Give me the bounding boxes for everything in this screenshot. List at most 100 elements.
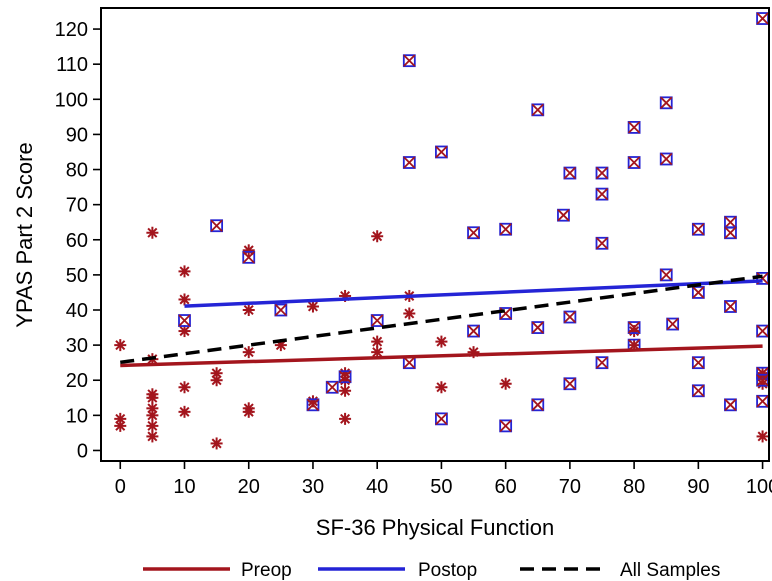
y-tick-label: 100 (55, 89, 88, 111)
preop-point (146, 409, 159, 422)
y-tick-label: 110 (56, 54, 88, 76)
x-axis-title: SF-36 Physical Function (316, 515, 554, 540)
y-tick-label: 30 (66, 335, 88, 357)
y-tick-label: 10 (66, 405, 88, 427)
postop-point (724, 300, 737, 313)
postop-point (691, 384, 705, 398)
postop-point (756, 324, 769, 338)
postop-point (402, 156, 416, 169)
x-tick-label: 90 (687, 476, 709, 498)
preop-point (435, 335, 448, 348)
postop-point (666, 317, 680, 331)
preop-point (146, 226, 159, 239)
postop-point (595, 236, 609, 250)
preop-point (371, 335, 384, 348)
preop-point (756, 430, 769, 443)
preop-point (435, 381, 448, 394)
x-axis: 0 10 20 30 40 50 60 70 80 90 100 (115, 461, 772, 498)
postop-point (595, 356, 609, 370)
y-tick-label: 50 (66, 265, 88, 287)
preop-point (178, 293, 191, 306)
preop-point (210, 374, 223, 387)
postop-point (435, 412, 448, 426)
x-tick-label: 70 (559, 476, 581, 498)
postop-point (724, 215, 737, 229)
preop-point (178, 405, 191, 418)
preop-point (146, 430, 159, 443)
y-tick-label: 70 (66, 195, 88, 217)
x-tick-label: 100 (746, 476, 772, 498)
x-tick-label: 20 (238, 476, 260, 498)
y-tick-label: 60 (66, 230, 88, 252)
postop-point (499, 222, 513, 236)
preop-point (339, 384, 352, 397)
preop-point (242, 244, 255, 257)
postop-point (274, 303, 288, 317)
preop-point (114, 339, 127, 352)
postop-point (338, 370, 352, 384)
preop-point (178, 325, 191, 338)
x-tick-label: 60 (495, 476, 517, 498)
preop-point (499, 377, 512, 390)
preop-point (242, 405, 255, 418)
data-marks (114, 12, 769, 450)
preop-fit-line (120, 344, 763, 368)
x-tick-label: 50 (430, 476, 452, 498)
fit-lines (120, 274, 763, 368)
x-tick-label: 40 (366, 476, 388, 498)
postop-point (563, 166, 577, 180)
postop-point (627, 156, 641, 169)
postop-point (402, 356, 416, 370)
y-axis-title: YPAS Part 2 Score (12, 142, 37, 327)
all-samples-fit-line (120, 274, 763, 365)
postop-point (435, 145, 448, 159)
preop-point (403, 307, 416, 320)
postop-fit-line (184, 279, 763, 308)
x-tick-label: 30 (302, 476, 324, 498)
postop-point (724, 398, 737, 412)
postop-point (402, 54, 416, 68)
y-tick-label: 90 (66, 124, 88, 146)
x-tick-label: 0 (115, 476, 126, 498)
preop-point (242, 304, 255, 316)
postop-point (756, 394, 769, 408)
preop-point (178, 381, 191, 394)
postop-point (210, 219, 224, 233)
y-tick-label: 120 (55, 19, 88, 41)
y-axis: 0 10 20 30 40 50 60 70 80 90 100 110 120 (55, 19, 101, 462)
postop-point (531, 321, 545, 334)
postop-point (659, 96, 673, 110)
postop-point (724, 226, 737, 240)
legend-label-postop: Postop (418, 560, 477, 581)
postop-point (178, 314, 191, 327)
postop-point (306, 398, 320, 412)
preop-point (242, 346, 255, 359)
plot-frame (100, 7, 770, 462)
postop-point (691, 286, 705, 299)
preop-point (146, 391, 159, 404)
postop-point (595, 187, 609, 201)
postop-point (370, 314, 384, 327)
postop-point (325, 380, 339, 394)
y-tick-label: 20 (66, 370, 88, 392)
legend: Preop Postop All Samples (143, 560, 720, 581)
postop-point (627, 321, 641, 334)
preop-point (371, 230, 384, 243)
preop-point (114, 419, 127, 432)
x-tick-label: 10 (173, 476, 195, 498)
postop-point (563, 377, 577, 391)
y-tick-label: 40 (66, 300, 88, 322)
postop-point (756, 12, 769, 25)
postop-point (467, 226, 480, 240)
legend-label-preop: Preop (241, 560, 292, 581)
postop-point (557, 208, 570, 222)
y-tick-label: 80 (66, 160, 88, 182)
y-tick-label: 0 (77, 440, 88, 462)
postop-point (627, 120, 641, 134)
postop-point (499, 419, 513, 433)
postop-point (595, 166, 609, 180)
preop-point (339, 412, 352, 425)
postop-point (691, 356, 705, 370)
preop-point (306, 300, 319, 313)
